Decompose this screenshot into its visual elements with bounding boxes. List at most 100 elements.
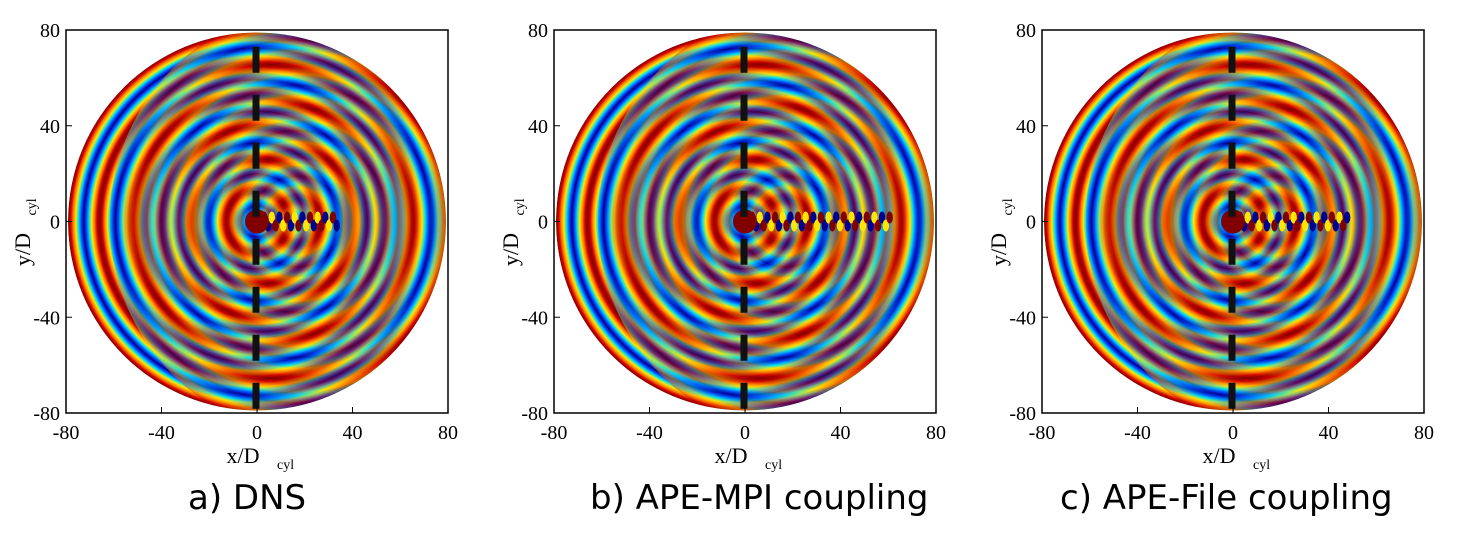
wake-vortex <box>813 219 821 232</box>
x-tick-label: -80 <box>541 422 568 444</box>
x-tick-label: -40 <box>636 422 663 444</box>
wake-vortex <box>283 211 291 224</box>
wake-vortex <box>329 211 337 224</box>
x-axis-label: x/D <box>1203 443 1236 468</box>
y-tick-label: 80 <box>40 20 60 42</box>
wake-vortex <box>836 219 844 232</box>
wake-vortex <box>1313 211 1320 224</box>
wake-vortex <box>318 219 325 232</box>
x-axis-label-sub: cyl <box>277 458 294 473</box>
y-axis-label-sub: cyl <box>1001 198 1016 215</box>
wake-vortex <box>1248 219 1255 232</box>
y-tick-label: 80 <box>528 20 548 42</box>
wake-vortex <box>1286 219 1294 232</box>
wake-vortex <box>871 211 878 224</box>
y-tick-label: -80 <box>521 403 548 425</box>
wake-vortex <box>1244 211 1252 224</box>
wake-vortex <box>1343 211 1351 224</box>
wake-vortex <box>306 211 314 224</box>
wake-vortex <box>798 219 806 232</box>
x-tick-label: 80 <box>926 422 946 444</box>
wake-vortex <box>1259 211 1267 224</box>
wake-vortex <box>1332 219 1339 232</box>
y-axis-label: y/D <box>498 233 523 266</box>
wake-vortex <box>840 211 848 224</box>
wake-vortex <box>875 219 882 232</box>
y-tick-label: 0 <box>50 212 60 234</box>
wake-vortex <box>268 211 276 224</box>
wake-vortex <box>1301 219 1309 232</box>
x-tick-label: 0 <box>740 422 750 444</box>
y-tick-label: 40 <box>40 116 60 138</box>
wake-vortex <box>302 219 310 232</box>
wake-vortex <box>787 211 794 224</box>
wake-vortex <box>310 219 318 232</box>
wake-vortex <box>1328 211 1336 224</box>
wake-vortex <box>859 219 867 232</box>
y-tick-label: -80 <box>1009 403 1036 425</box>
cylinder-source <box>733 209 757 234</box>
panel-ape-mpi: -80 -40 0 40 80 -80 -40 0 40 80 x/D cyl y/D cyl b) AP… <box>488 0 976 536</box>
caption-ape-file: c) APE-File coupling <box>1060 478 1393 518</box>
dns-contour-plot: -80 -40 0 40 80 -80 -40 0 40 80 x/D cyl y/D cyl <box>10 20 458 473</box>
x-axis-label-sub: cyl <box>1253 458 1270 473</box>
cylinder-source <box>245 209 269 234</box>
wake-vortex <box>272 219 279 232</box>
wake-vortex <box>280 219 287 232</box>
wake-vortex <box>299 211 306 224</box>
wake-vortex <box>844 219 851 232</box>
panel-dns: -80 -40 0 40 80 -80 -40 0 40 80 x/D cyl y/D cyl a) DN… <box>0 0 488 536</box>
x-tick-label: -80 <box>1029 422 1056 444</box>
wake-vortex <box>1298 211 1305 224</box>
y-axis-label: y/D <box>10 233 35 266</box>
cylinder-source <box>1221 209 1245 234</box>
x-tick-label: 80 <box>1414 422 1434 444</box>
wake-vortex <box>810 211 817 224</box>
wake-vortex <box>771 211 779 224</box>
wake-vortex <box>333 219 340 232</box>
wake-vortex <box>1336 211 1343 224</box>
wake-vortex <box>768 219 775 232</box>
y-tick-label: 80 <box>1016 20 1036 42</box>
wake-vortex <box>322 211 329 224</box>
wake-vortex <box>295 219 302 232</box>
wake-vortex <box>1317 219 1324 232</box>
y-tick-label: 40 <box>1016 116 1036 138</box>
wake-vortex <box>848 211 855 224</box>
wake-vortex <box>1278 219 1286 232</box>
wake-vortex <box>867 219 874 232</box>
wake-vortex <box>1309 219 1316 232</box>
wake-vortex <box>287 219 295 232</box>
y-axis-label-sub: cyl <box>25 198 40 215</box>
wake-vortex <box>1282 211 1290 224</box>
y-axis-label-sub: cyl <box>513 198 528 215</box>
wake-vortex <box>764 211 771 224</box>
wake-vortex <box>825 211 832 224</box>
wake-vortex <box>817 211 825 224</box>
caption-ape-mpi: b) APE-MPI coupling <box>590 478 929 518</box>
wake-vortex <box>1267 211 1274 224</box>
y-tick-label: -40 <box>33 307 60 329</box>
wake-vortex <box>1290 211 1297 224</box>
wake-vortex <box>790 219 798 232</box>
wake-vortex <box>1294 219 1301 232</box>
wake-vortex <box>276 211 283 224</box>
wake-vortex <box>1321 211 1328 224</box>
ape-mpi-contour-plot: -80 -40 0 40 80 -80 -40 0 40 80 x/D cyl y/D cyl <box>498 20 946 473</box>
wake-vortex <box>829 219 836 232</box>
x-tick-label: 40 <box>343 422 363 444</box>
ape-file-contour-plot: -80 -40 0 40 80 -80 -40 0 40 80 x/D cyl y/D cyl <box>986 20 1434 473</box>
wake-vortex <box>882 219 890 232</box>
wake-vortex <box>291 211 298 224</box>
wake-vortex <box>855 211 863 224</box>
x-axis-label: x/D <box>715 443 748 468</box>
wake-vortex <box>794 211 802 224</box>
wake-vortex <box>1305 211 1313 224</box>
wake-vortex <box>1256 219 1263 232</box>
y-tick-label: 0 <box>1026 212 1036 234</box>
y-tick-label: 0 <box>538 212 548 234</box>
y-axis-label: y/D <box>986 233 1011 266</box>
x-tick-label: 0 <box>1228 422 1238 444</box>
wake-vortex <box>1252 211 1259 224</box>
panel-ape-file: -80 -40 0 40 80 -80 -40 0 40 80 x/D cyl y/D cyl c) AP… <box>976 0 1464 536</box>
